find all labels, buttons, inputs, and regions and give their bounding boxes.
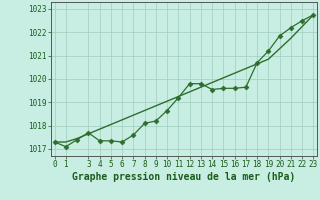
X-axis label: Graphe pression niveau de la mer (hPa): Graphe pression niveau de la mer (hPa) [72, 172, 296, 182]
